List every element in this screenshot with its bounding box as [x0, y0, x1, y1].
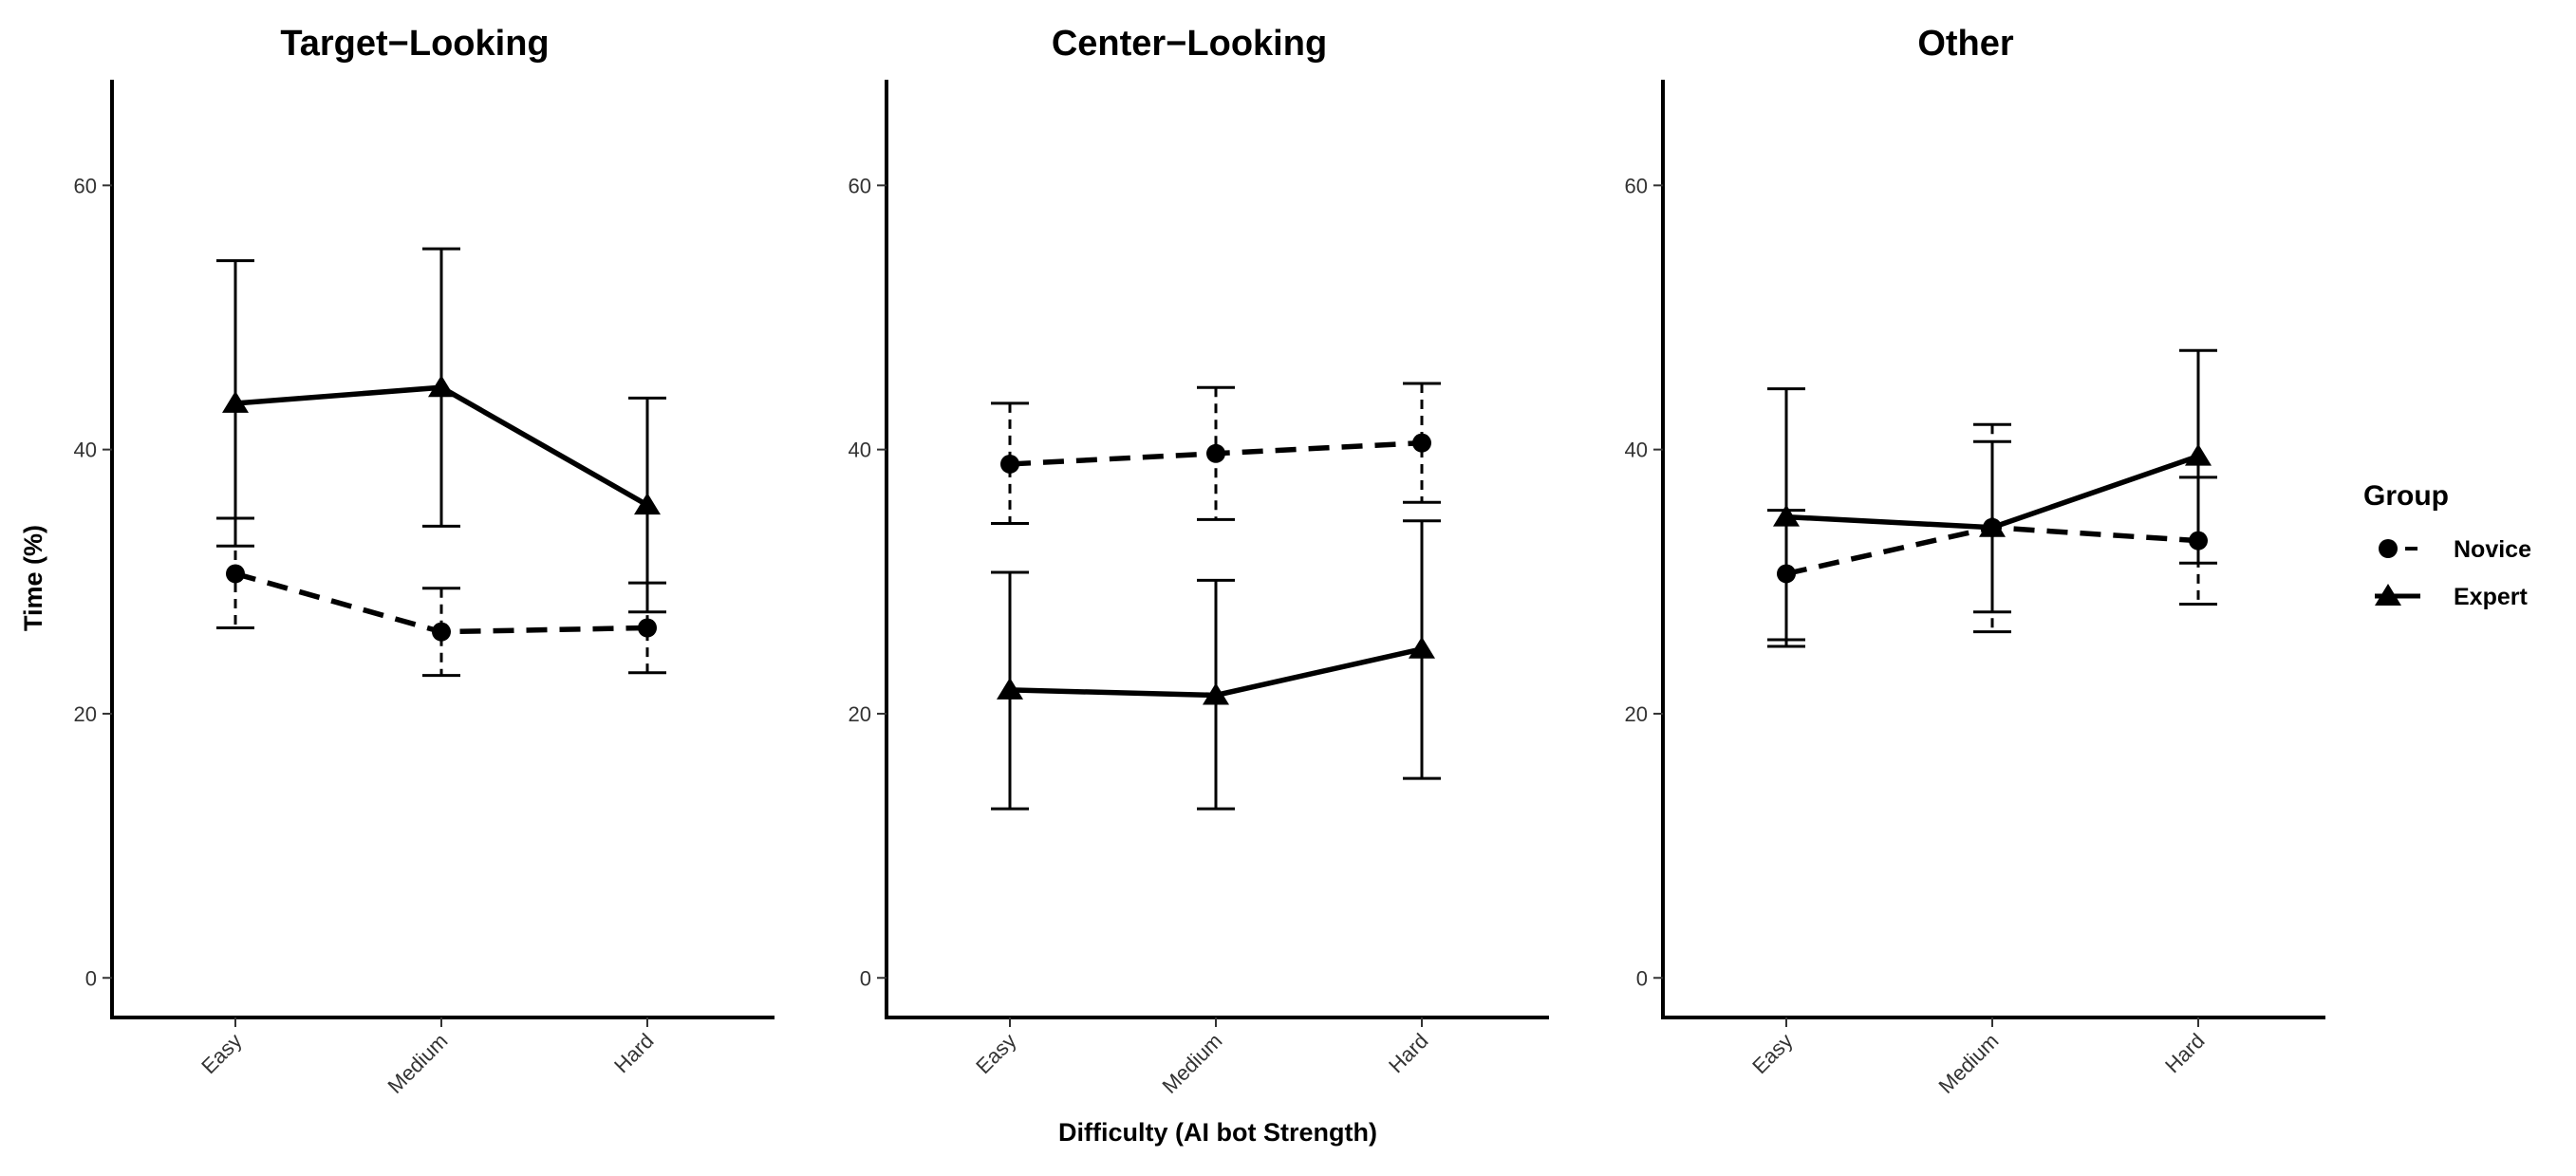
panel-title: Center−Looking	[1052, 24, 1327, 64]
panel-2: Center−Looking 0 20 40 60 Easy Medium Hard	[849, 24, 1549, 1098]
y-tick-label: 60	[74, 174, 97, 197]
legend-title: Group	[2363, 480, 2449, 512]
x-axis-title: Difficulty (AI bot Strength)	[1058, 1118, 1377, 1147]
data-point	[428, 375, 455, 398]
series-expert	[1767, 348, 2217, 648]
data-point	[226, 564, 245, 584]
legend-marker	[2375, 584, 2401, 606]
x-tick-label: Medium	[1934, 1029, 2004, 1098]
y-tick-label: 0	[1636, 966, 1648, 990]
y-tick-label: 20	[849, 702, 871, 726]
data-point	[1206, 443, 1225, 463]
y-tick-label: 60	[1625, 174, 1648, 197]
x-tick-label: Hard	[609, 1029, 658, 1077]
panel-3: Other 0 20 40 60 Easy Medium Hard	[1625, 24, 2325, 1098]
x-tick-label: Easy	[971, 1029, 1020, 1078]
y-tick-label: 60	[849, 174, 871, 197]
data-point	[1409, 636, 1435, 659]
x-tick-label: Easy	[1747, 1029, 1797, 1078]
legend-item-novice: Novice	[2379, 536, 2531, 563]
y-tick-label: 20	[74, 702, 97, 726]
y-tick-label: 20	[1625, 702, 1648, 726]
error-bar	[422, 587, 460, 678]
series-novice	[216, 516, 666, 678]
legend-label: Novice	[2454, 536, 2531, 563]
data-point	[1773, 504, 1800, 527]
legend-label: Expert	[2454, 584, 2528, 610]
x-tick-label: Hard	[1384, 1029, 1432, 1077]
data-point	[1412, 433, 1431, 453]
data-point	[634, 493, 661, 515]
y-tick-label: 40	[74, 439, 97, 462]
panel-title: Other	[1917, 24, 2014, 64]
y-tick-label: 40	[849, 439, 871, 462]
panel-1: Target−Looking 0 20 40 60 Easy Medium Hard	[74, 24, 775, 1098]
y-axis-title: Time (%)	[19, 525, 47, 631]
data-point	[1000, 454, 1019, 474]
legend: Group Novice Expert	[2363, 480, 2531, 610]
data-point	[2185, 443, 2212, 466]
data-point	[1979, 514, 2006, 537]
y-tick-label: 0	[85, 966, 97, 990]
x-tick-label: Easy	[196, 1029, 246, 1078]
data-point	[997, 677, 1023, 700]
series-novice	[991, 382, 1441, 526]
series-expert	[216, 247, 666, 614]
data-point	[1203, 682, 1229, 705]
data-point	[222, 390, 249, 413]
data-point	[638, 618, 657, 638]
panel-title: Target−Looking	[280, 24, 549, 64]
series-expert	[991, 519, 1441, 811]
y-tick-label: 0	[860, 966, 871, 990]
data-point	[432, 622, 451, 642]
y-tick-label: 40	[1625, 439, 1648, 462]
error-bar	[991, 401, 1029, 526]
x-tick-label: Medium	[383, 1029, 453, 1098]
x-tick-label: Hard	[2160, 1029, 2209, 1077]
x-tick-label: Medium	[1158, 1029, 1227, 1098]
legend-marker	[2379, 539, 2398, 558]
error-bar	[1403, 382, 1441, 504]
legend-item-expert: Expert	[2375, 584, 2528, 610]
